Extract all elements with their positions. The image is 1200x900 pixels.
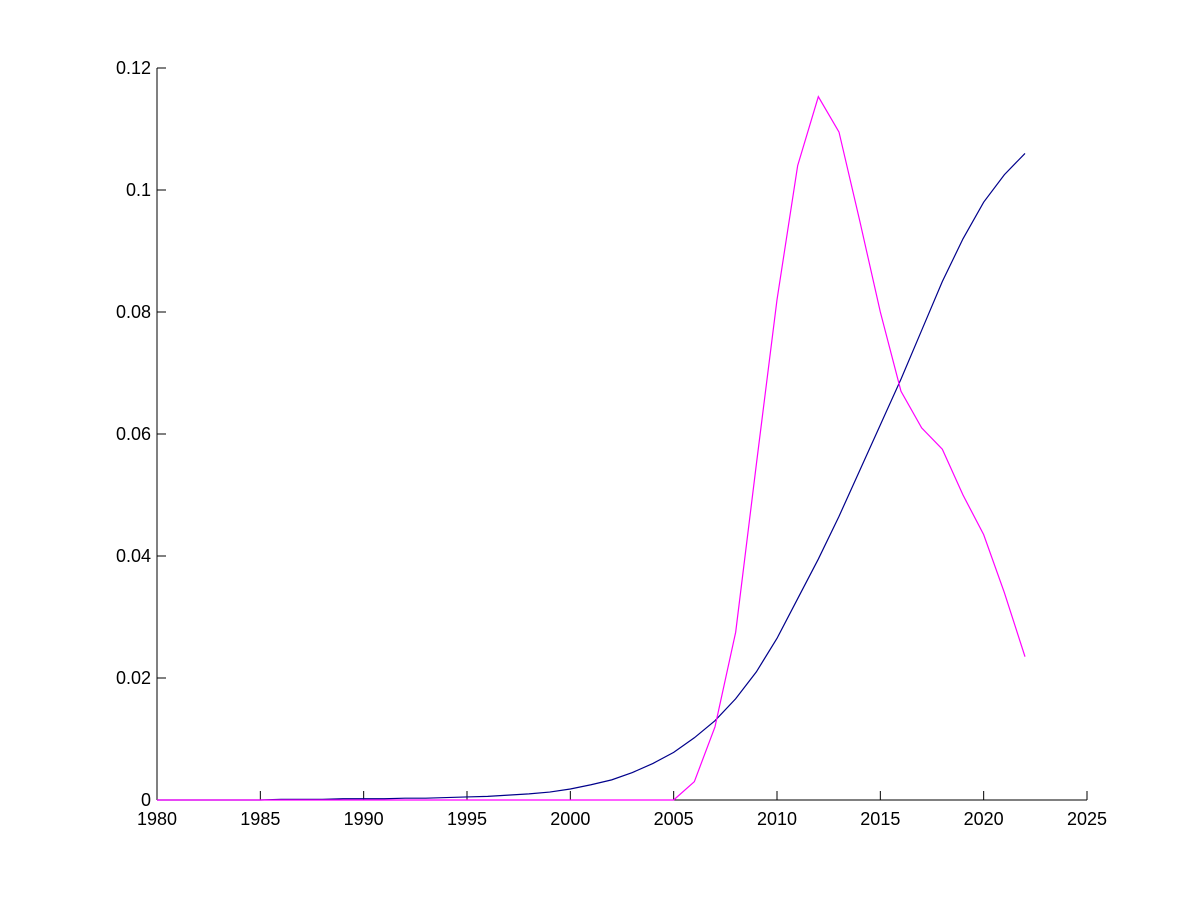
x-tick-label: 2015	[860, 809, 900, 829]
y-tick-label: 0.1	[126, 180, 151, 200]
x-tick-label: 1990	[344, 809, 384, 829]
x-tick-label: 2005	[654, 809, 694, 829]
x-tick-label: 2020	[964, 809, 1004, 829]
x-tick-label: 2010	[757, 809, 797, 829]
y-tick-label: 0.02	[116, 668, 151, 688]
y-tick-label: 0.08	[116, 302, 151, 322]
y-tick-label: 0.12	[116, 58, 151, 78]
series-line	[157, 95, 1026, 801]
y-tick-label: 0	[141, 790, 151, 810]
x-tick-label: 1980	[137, 809, 177, 829]
x-tick-label: 2000	[550, 809, 590, 829]
y-tick-label: 0.06	[116, 424, 151, 444]
x-tick-label: 1985	[240, 809, 280, 829]
x-tick-label: 2025	[1067, 809, 1107, 829]
y-tick-label: 0.04	[116, 546, 151, 566]
series-line	[157, 152, 1026, 801]
x-tick-label: 1995	[447, 809, 487, 829]
